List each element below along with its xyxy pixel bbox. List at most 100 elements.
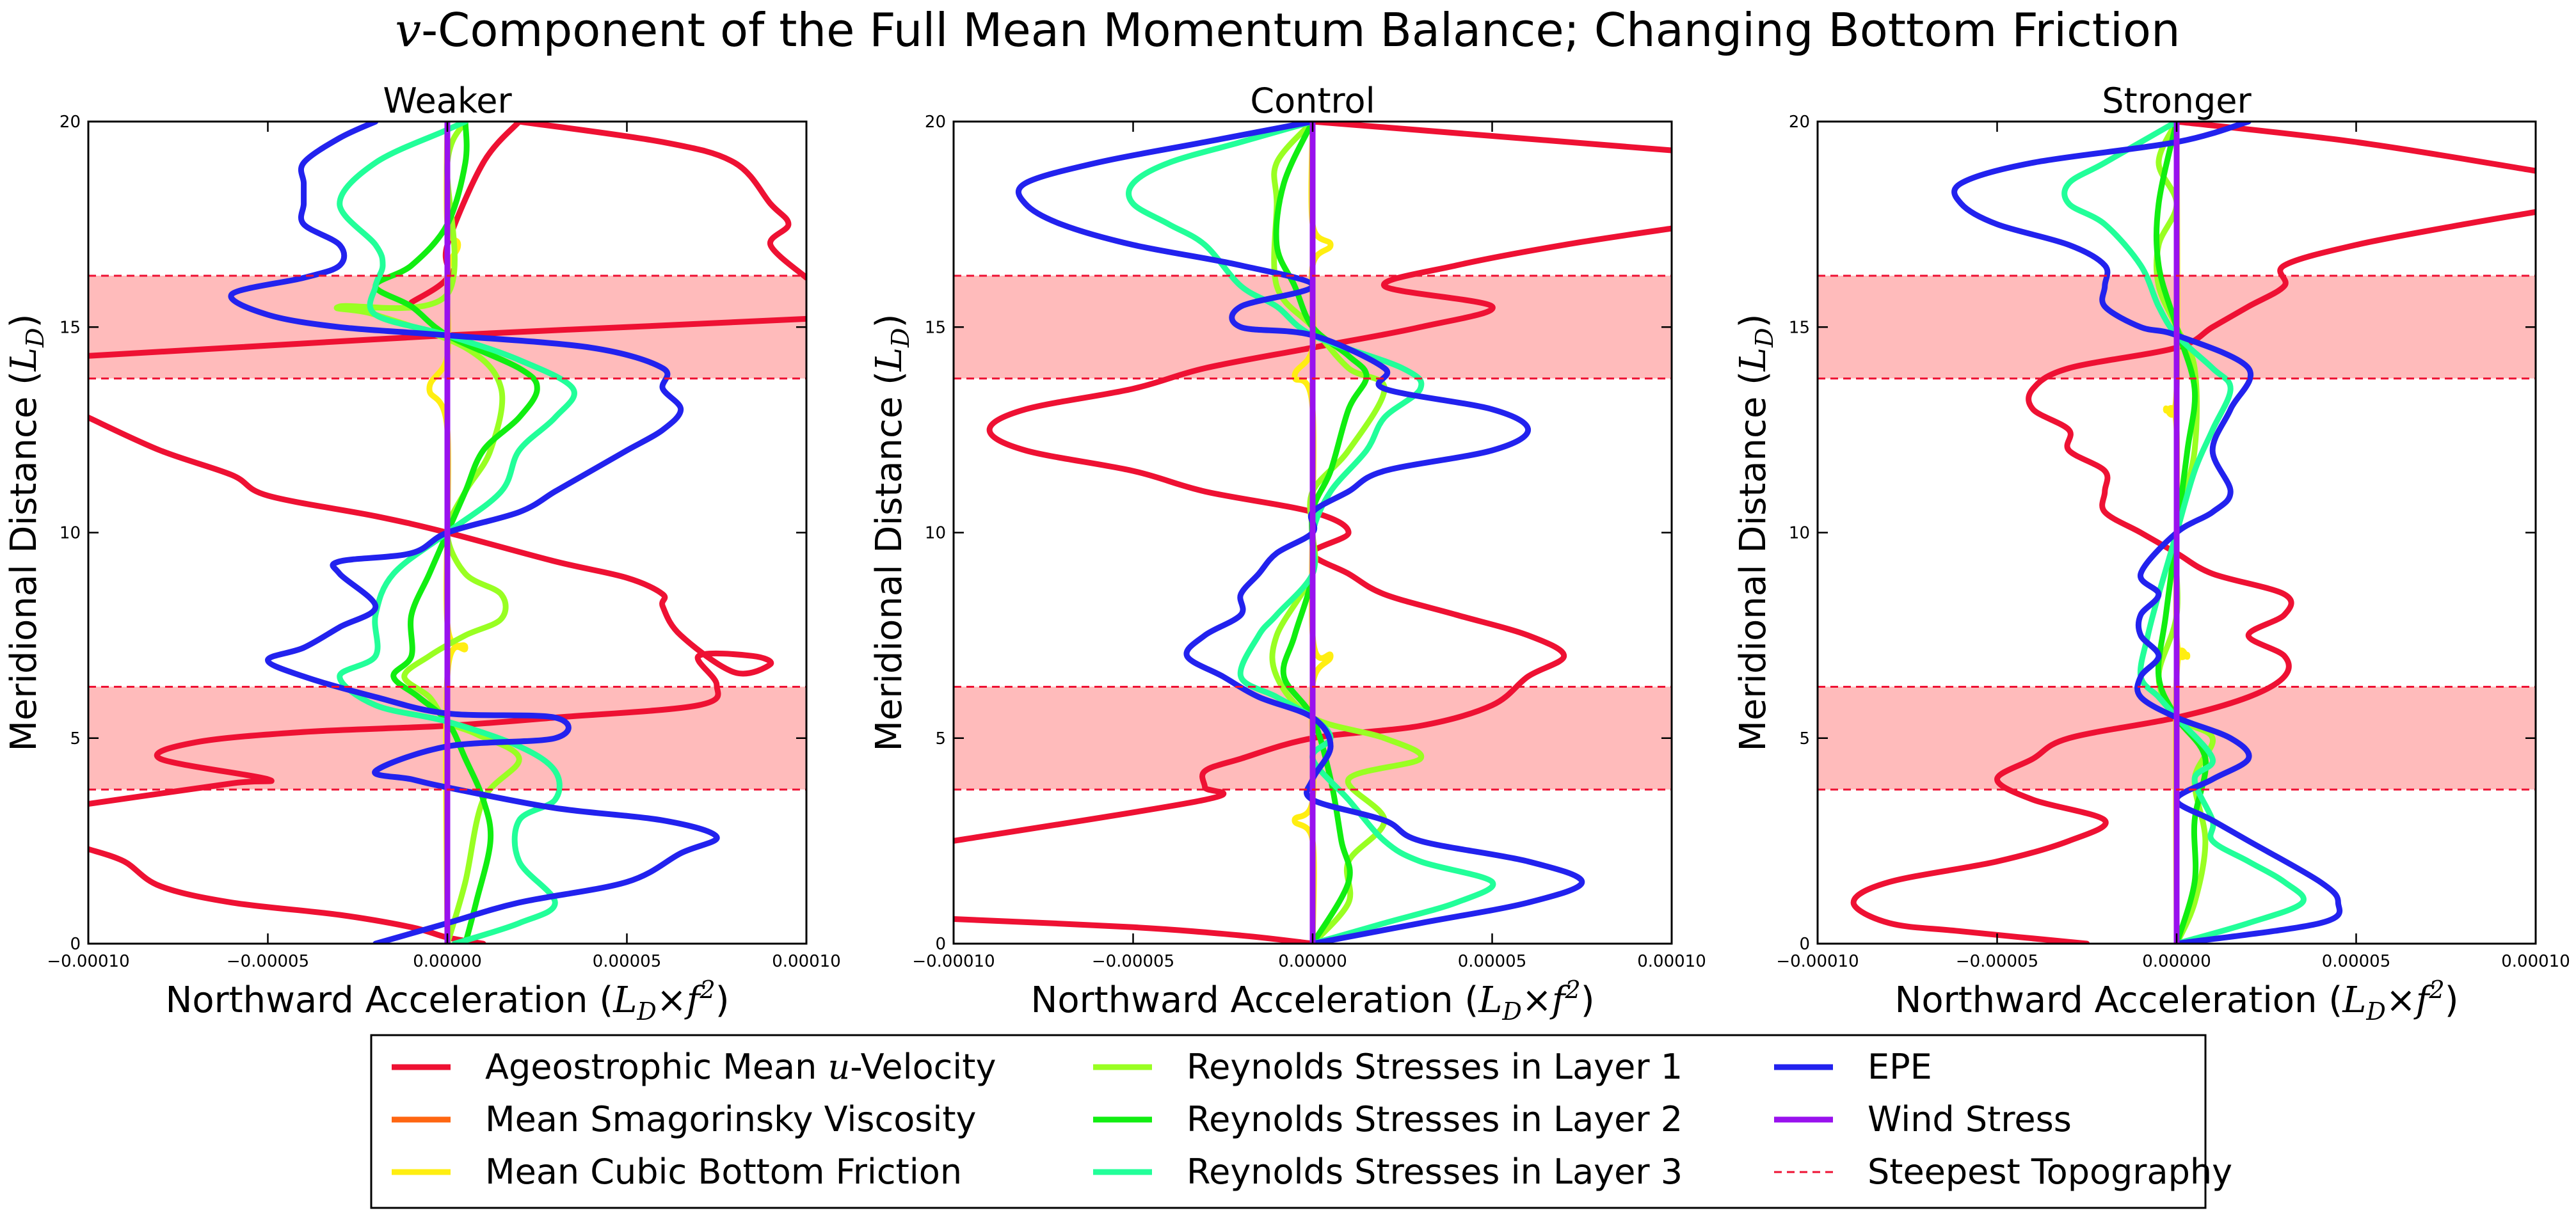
y-tick-label: 5 (70, 729, 81, 749)
series-line-epe (1016, 122, 1585, 944)
legend-label-text: Reynolds Stresses in Layer 2 (1187, 1099, 1683, 1139)
legend-label-ital: u (828, 1047, 851, 1087)
series-line-ageostrophic-mean-u-velocity (516, 122, 806, 281)
series-line-ageostrophic-mean-u-velocity (954, 916, 1316, 944)
panels: −0.00010 −0.00005 0.00000 0.00005 0.00010 0 5 1… (3, 81, 2570, 1026)
y-axis-label: Meridional Distance (LD) (3, 314, 49, 752)
legend-label-smagorinsky: Mean Smagorinsky Viscosity (485, 1099, 977, 1139)
x-tick-label: −0.00010 (912, 952, 995, 971)
legend-label-wind: Wind Stress (1868, 1099, 2072, 1139)
x-tick-label: 0.00010 (2501, 952, 2570, 971)
y-tick-label: 15 (60, 318, 81, 337)
series-line-epe (1951, 122, 2343, 944)
x-axis-label: Northward Acceleration (LD×f2) (1030, 976, 1594, 1026)
series-line-reynolds-stresses-in-layer-1 (2153, 122, 2216, 944)
y-axis-label: Meridional Distance (LD) (868, 314, 915, 752)
x-axis-label-sub: D (1501, 997, 1521, 1026)
series-line-ageostrophic-mean-u-velocity (1850, 209, 2536, 944)
panel-title: Control (1250, 81, 1375, 121)
legend-label-reynolds3: Reynolds Stresses in Layer 3 (1187, 1152, 1683, 1192)
legend-label-text: Reynolds Stresses in Layer 1 (1187, 1047, 1683, 1087)
x-axis-label-text: Northward Acceleration ( (1030, 979, 1478, 1021)
x-tick-label: −0.00005 (1956, 952, 2038, 971)
series-line-ageostrophic-mean-u-velocity (88, 846, 486, 944)
legend-label-text: Wind Stress (1868, 1099, 2072, 1139)
series-line-reynolds-stresses-in-layer-2 (372, 122, 540, 944)
figure-title: v-Component of the Full Mean Momentum Ba… (395, 3, 2180, 57)
x-tick-label: 0.00005 (1458, 952, 1527, 971)
x-tick-label: 0.00000 (2142, 952, 2211, 971)
y-tick-label: 0 (935, 935, 946, 954)
x-axis-label-L: L (612, 979, 637, 1021)
y-axis-label-text: Meridional Distance ( (868, 371, 910, 751)
series-line-epe (228, 122, 720, 944)
x-axis-label-close: ) (716, 979, 730, 1021)
y-tick-label: 5 (1799, 729, 1810, 749)
x-axis-label: Northward Acceleration (LD×f2) (165, 976, 729, 1026)
series-line-reynolds-stresses-in-layer-1 (333, 122, 522, 944)
y-axis-label-L: L (868, 347, 910, 372)
panel-stronger: −0.00010 −0.00005 0.00000 0.00005 0.00010 0 5 1… (1732, 81, 2570, 1026)
panel-weaker: −0.00010 −0.00005 0.00000 0.00005 0.00010 0 5 1… (3, 81, 841, 1026)
y-tick-label: 15 (925, 318, 946, 337)
legend-label-reynolds2: Reynolds Stresses in Layer 2 (1187, 1099, 1683, 1139)
series-line-ageostrophic-mean-u-velocity (2173, 122, 2536, 174)
x-axis-label-sub: D (2365, 997, 2385, 1026)
y-tick-label: 10 (60, 524, 81, 543)
y-axis-label-text: Meridional Distance ( (3, 371, 45, 751)
y-axis-label-sub: D (21, 328, 49, 347)
x-axis-label-close: ) (1581, 979, 1595, 1021)
legend: Ageostrophic Mean u-Velocity Mean Smagori… (370, 1034, 2232, 1209)
legend-label-text: Ageostrophic Mean (485, 1047, 828, 1087)
y-tick-label: 10 (1789, 524, 1810, 543)
x-axis-label: Northward Acceleration (LD×f2) (1894, 976, 2458, 1026)
series-group (1850, 122, 2536, 944)
x-axis-label-text: Northward Acceleration ( (165, 979, 613, 1021)
legend-label-text: EPE (1868, 1047, 1932, 1087)
figure-title-rest: -Component of the Full Mean Momentum Bal… (421, 3, 2180, 57)
x-tick-label: 0.00010 (1637, 952, 1706, 971)
x-axis-label-sub: D (636, 997, 656, 1026)
x-tick-label: 0.00010 (772, 952, 841, 971)
x-axis-label-text: Northward Acceleration ( (1894, 979, 2342, 1021)
x-tick-label: 0.00005 (2322, 952, 2391, 971)
x-axis-label-times: × (2386, 979, 2416, 1021)
series-group (88, 122, 806, 944)
y-tick-label: 5 (935, 729, 946, 749)
legend-label-epe: EPE (1868, 1047, 1932, 1087)
y-axis-label-text: Meridional Distance ( (1732, 371, 1774, 751)
x-axis-label-sup: 2 (2429, 976, 2445, 1004)
legend-label-text: Steepest Topography (1868, 1152, 2232, 1192)
x-axis-label-L: L (1478, 979, 1502, 1021)
legend-label-text: Mean Cubic Bottom Friction (485, 1152, 962, 1192)
legend-label-topography: Steepest Topography (1868, 1152, 2232, 1192)
panel-control: −0.00010 −0.00005 0.00000 0.00005 0.00010 0 5 1… (868, 81, 1706, 1026)
x-tick-label: 0.00000 (413, 952, 482, 971)
y-tick-label: 15 (1789, 318, 1810, 337)
series-line-reynolds-stresses-in-layer-3 (2061, 122, 2307, 944)
y-tick-label: 0 (70, 935, 81, 954)
y-tick-label: 20 (60, 113, 81, 132)
y-tick-label: 0 (1799, 935, 1810, 954)
legend-label-post: -Velocity (850, 1047, 996, 1087)
x-axis-label-times: × (657, 979, 687, 1021)
legend-label-text: Mean Smagorinsky Viscosity (485, 1099, 977, 1139)
legend-label-bottom_friction: Mean Cubic Bottom Friction (485, 1152, 962, 1192)
y-axis-label: Meridional Distance (LD) (1732, 314, 1779, 752)
x-axis-label-sup: 2 (700, 976, 716, 1004)
y-axis-label-close: ) (3, 314, 45, 328)
x-axis-label-close: ) (2445, 979, 2459, 1021)
figure-title-v: v (395, 3, 421, 57)
series-line-reynolds-stresses-in-layer-2 (1273, 122, 1370, 944)
y-axis-label-sub: D (1750, 328, 1779, 347)
x-tick-label: −0.00005 (1092, 952, 1174, 971)
x-tick-label: −0.00010 (47, 952, 129, 971)
series-group (954, 122, 1672, 944)
y-axis-label-sub: D (886, 328, 915, 347)
series-line-ageostrophic-mean-u-velocity (88, 415, 774, 807)
y-axis-label-close: ) (1732, 314, 1774, 328)
panel-title: Stronger (2102, 81, 2252, 121)
legend-label-ageostrophic: Ageostrophic Mean u-Velocity (485, 1047, 996, 1087)
panel-title: Weaker (383, 81, 512, 121)
series-line-ageostrophic-mean-u-velocity (1309, 122, 1672, 154)
